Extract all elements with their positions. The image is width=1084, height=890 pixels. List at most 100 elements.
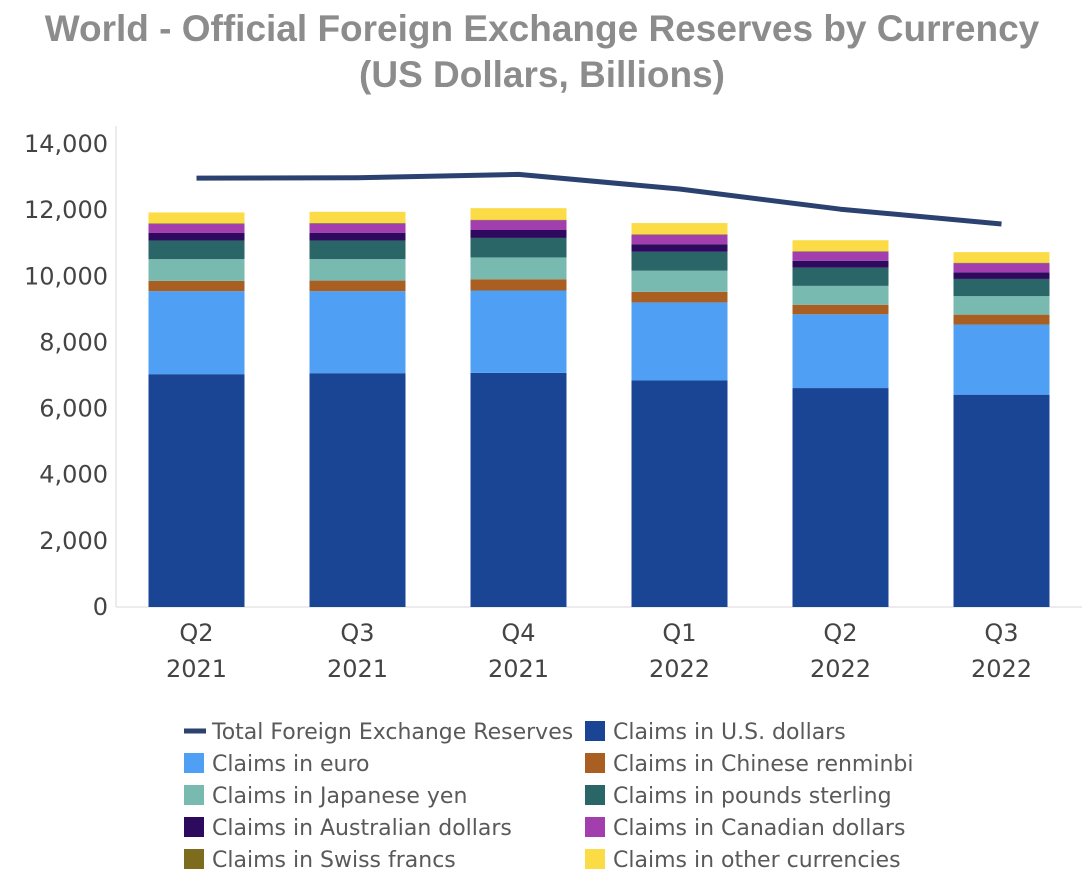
bar-segment [148,291,245,375]
bar-segment [148,240,245,260]
legend-label: Claims in Australian dollars [212,816,512,841]
x-tick-year: 2021 [488,655,549,683]
bar-segment [148,232,245,241]
bars [148,208,1050,607]
legend-label: Claims in other currencies [613,848,901,873]
chart-subtitle: (US Dollars, Billions) [359,54,725,95]
bar-segment [792,304,889,315]
legend-swatch [184,817,204,837]
bar-segment [470,229,567,238]
bar-segment [148,280,245,292]
total-line [196,171,1002,227]
x-axis-labels: Q2 2021 Q3 2021 Q4 2021 Q1 2022 Q2 2022 Q3 2022 [166,619,1032,683]
legend-label: Claims in Swiss francs [212,848,456,873]
bar-segment [470,220,567,230]
x-tick-quarter: Q3 [984,619,1018,647]
bar-segment [792,314,889,389]
bar-segment [631,291,728,303]
x-tick-quarter: Q4 [501,619,535,647]
legend-label: Claims in U.S. dollars [613,720,846,745]
legend-swatch [585,721,605,741]
legend-label: Claims in euro [212,752,370,777]
bar-segment [309,211,406,224]
x-tick-year: 2021 [327,655,388,683]
bar-segment [309,240,406,260]
bar-segment [792,260,889,268]
legend: Total Foreign Exchange Reserves Claims in… [184,720,914,873]
bar-segment [953,314,1050,325]
bar-segment [953,252,1050,263]
bar-segment [792,251,889,252]
x-tick-quarter: Q2 [823,619,857,647]
bar-segment [953,324,1050,395]
legend-swatch [585,753,605,773]
y-tick-label: 2,000 [39,527,108,555]
bar-segment [470,290,567,373]
x-tick-quarter: Q2 [179,619,213,647]
y-tick-label: 12,000 [24,196,108,224]
bar-segment [631,251,728,271]
legend-label: Claims in Canadian dollars [613,816,905,841]
bar-segment [470,219,567,221]
y-tick-label: 0 [93,593,108,621]
bar-segment [953,262,1050,264]
y-tick-label: 14,000 [24,130,108,158]
bar-segment [148,224,245,233]
bar-segment [309,280,406,292]
axes [115,126,1082,608]
bar-segment [470,237,567,258]
bar-segment [470,372,567,607]
legend-label: Total Foreign Exchange Reserves [211,720,573,745]
x-tick-quarter: Q3 [340,619,374,647]
x-tick-year: 2022 [649,655,710,683]
x-tick-year: 2022 [971,655,1032,683]
bar-segment [309,223,406,233]
legend-swatch [184,849,204,869]
legend-swatch [585,785,605,805]
bar-segment [953,272,1050,279]
bar-segment [148,374,245,607]
bar-segment [631,234,728,245]
legend-swatch [585,817,605,837]
bar-segment [953,278,1050,297]
legend-label: Claims in Chinese renminbi [613,752,914,777]
chart-title: World - Official Foreign Exchange Reserv… [44,8,1040,49]
legend-swatch [184,753,204,773]
bar-segment [631,302,728,381]
bar-segment [309,223,406,224]
total-reserves-line [196,171,1002,227]
bar-segment [631,244,728,252]
x-tick-quarter: Q1 [662,619,696,647]
legend-label: Claims in pounds sterling [613,784,892,809]
bar-segment [631,234,728,235]
x-tick-year: 2021 [166,655,227,683]
y-tick-label: 4,000 [39,461,108,489]
y-axis-labels: 0 2,000 4,000 6,000 8,000 10,000 12,000 14,000 [24,130,108,621]
bar-segment [470,257,567,280]
y-tick-label: 8,000 [39,328,108,356]
bar-segment [631,270,728,292]
bar-segment [953,394,1050,607]
chart-title-block: World - Official Foreign Exchange Reserv… [0,6,1084,98]
bar-segment [470,279,567,291]
bar-segment [148,259,245,281]
bar-segment [309,291,406,374]
legend-label: Claims in Japanese yen [212,784,467,809]
bar-segment [309,232,406,241]
y-tick-label: 10,000 [24,262,108,290]
bar-segment [148,212,245,224]
bar-segment [953,296,1050,315]
bar-segment [148,223,245,225]
bar-segment [792,388,889,607]
bar-segment [309,259,406,281]
bar-segment [631,223,728,235]
bar-segment [792,267,889,286]
y-tick-label: 6,000 [39,395,108,423]
legend-swatch [585,849,605,869]
bar-segment [953,263,1050,273]
bar-segment [470,208,567,220]
x-tick-year: 2022 [810,655,871,683]
bar-segment [631,380,728,607]
legend-swatch [184,785,204,805]
